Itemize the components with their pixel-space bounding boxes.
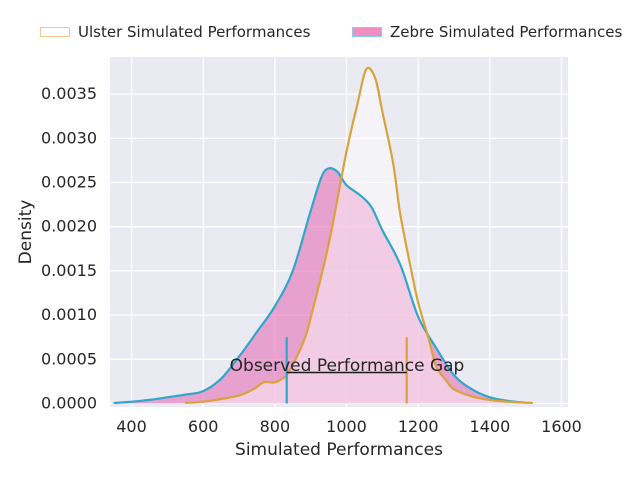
x-tick-label: 600 <box>188 417 219 436</box>
observed-performance-gap-annotation: Observed Performance Gap <box>229 356 465 376</box>
zebre-legend-swatch-icon <box>352 27 382 37</box>
y-tick-label: 0.0025 <box>41 173 97 192</box>
ulster-legend-label: Ulster Simulated Performances <box>78 23 311 41</box>
curves-group <box>113 66 533 405</box>
legend-item-ulster: Ulster Simulated Performances <box>40 23 311 41</box>
legend-item-zebre: Zebre Simulated Performances <box>352 23 623 41</box>
y-tick-label: 0.0035 <box>41 84 97 103</box>
x-axis-label: Simulated Performances <box>235 440 443 460</box>
x-tick-label: 1200 <box>398 417 439 436</box>
x-tick-label: 800 <box>260 417 291 436</box>
y-tick-label: 0.0005 <box>41 349 97 368</box>
kde-line <box>113 167 526 405</box>
kde-fill <box>185 67 533 404</box>
ulster-legend-swatch-icon <box>40 27 70 37</box>
x-tick-label: 1000 <box>326 417 367 436</box>
y-axis-label: Density <box>16 199 36 265</box>
kde-line <box>185 66 533 405</box>
x-tick-label: 400 <box>116 417 147 436</box>
y-tick-label: 0.0015 <box>41 261 97 280</box>
x-tick-label: 1600 <box>541 417 582 436</box>
x-tick-label: 1400 <box>470 417 511 436</box>
y-tick-label: 0.0000 <box>41 394 97 413</box>
y-tick-label: 0.0030 <box>41 128 97 147</box>
y-tick-label: 0.0010 <box>41 305 97 324</box>
y-tick-label: 0.0020 <box>41 217 97 236</box>
zebre-legend-label: Zebre Simulated Performances <box>390 23 623 41</box>
